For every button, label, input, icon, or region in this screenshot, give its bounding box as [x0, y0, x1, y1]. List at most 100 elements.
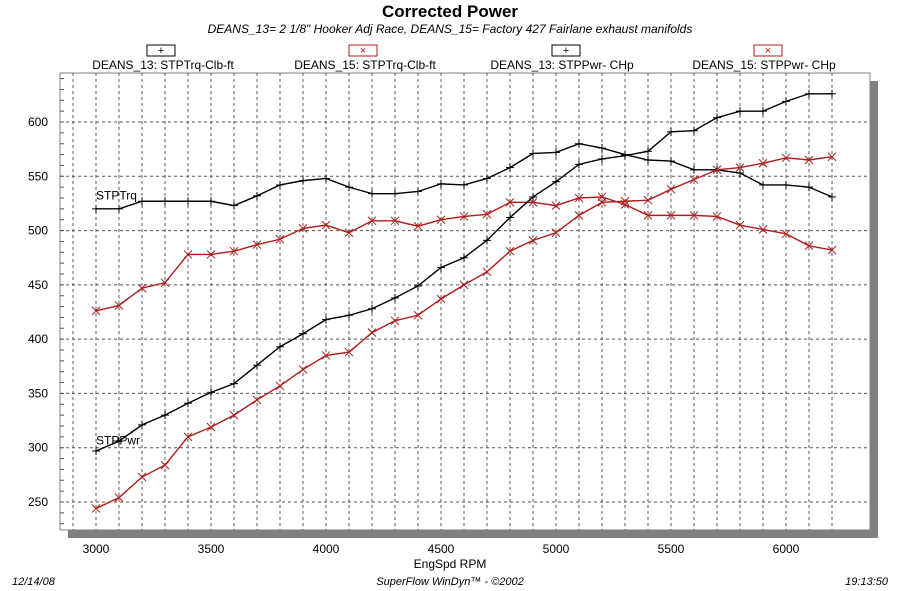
data-point — [275, 381, 285, 391]
data-point — [643, 211, 653, 220]
chart-subtitle: DEANS_13= 2 1/8" Hooker Adj Race, DEANS_… — [208, 22, 693, 36]
legend-label: DEANS_15: STPPwr- CHp — [692, 58, 836, 72]
legend-swatch-x — [348, 44, 378, 57]
data-point — [574, 193, 584, 203]
data-point — [713, 113, 721, 122]
data-point — [759, 180, 767, 189]
data-point — [551, 201, 561, 210]
data-point — [207, 197, 215, 206]
data-point — [598, 154, 606, 163]
data-point — [667, 127, 675, 136]
data-point — [115, 437, 123, 446]
data-point — [413, 310, 423, 320]
data-point — [276, 180, 284, 189]
legend: + DEANS_13: STPTrq-Clb-ft × DEANS_15: ST… — [92, 44, 836, 72]
data-point — [436, 294, 446, 304]
data-point — [735, 220, 745, 230]
data-point — [736, 107, 744, 116]
data-point — [137, 283, 147, 293]
data-point — [552, 148, 560, 157]
y-axis: 250 300 350 400 450 500 550 600 — [28, 115, 48, 509]
data-point — [368, 304, 376, 313]
data-point — [322, 174, 330, 183]
data-point — [183, 432, 193, 442]
data-point — [666, 184, 676, 194]
data-point — [805, 89, 813, 98]
data-point — [161, 411, 169, 420]
data-point — [92, 446, 100, 455]
data-point — [414, 281, 422, 290]
data-point — [321, 351, 331, 360]
footer-software: SuperFlow WinDyn™ - ©2002 — [376, 576, 523, 588]
data-point — [207, 388, 215, 397]
data-point — [598, 144, 606, 153]
data-point — [367, 216, 377, 226]
grid — [60, 73, 870, 530]
data-point — [184, 399, 192, 408]
data-point — [621, 151, 629, 160]
data-point — [529, 149, 537, 158]
data-point — [689, 211, 699, 220]
x-tick-label: 4000 — [313, 542, 340, 556]
data-point — [344, 228, 354, 238]
data-point — [575, 139, 583, 148]
data-point — [229, 246, 239, 256]
x-tick-label: 5000 — [543, 542, 570, 556]
data-point — [828, 89, 836, 98]
data-point — [483, 174, 491, 183]
data-point — [620, 196, 630, 206]
data-point — [390, 216, 400, 226]
x-axis: 3000 3500 4000 4500 5000 5500 6000 — [83, 542, 800, 556]
data-point — [643, 195, 653, 205]
data-point — [92, 204, 100, 213]
legend-swatch-x — [753, 44, 783, 57]
plus-marker-icon: + — [158, 45, 164, 57]
data-point — [528, 235, 538, 245]
data-point — [735, 163, 745, 172]
data-point — [459, 280, 469, 290]
data-point — [252, 395, 262, 405]
annotations: STPTrq STPPwr — [96, 188, 140, 447]
legend-label: DEANS_15: STPTrq-Clb-ft — [294, 58, 436, 72]
data-point — [345, 311, 353, 320]
data-point — [161, 197, 169, 206]
data-point — [529, 192, 537, 201]
y-tick-label: 600 — [28, 115, 48, 129]
data-point — [644, 147, 652, 156]
plus-marker-icon: + — [563, 45, 569, 57]
data-point — [345, 183, 353, 192]
data-point — [390, 316, 400, 326]
data-point — [91, 306, 101, 316]
data-point — [736, 169, 744, 178]
data-point — [575, 160, 583, 169]
data-point — [252, 240, 262, 250]
data-point — [483, 236, 491, 245]
data-point — [781, 153, 791, 163]
data-point — [275, 234, 285, 244]
data-point — [367, 328, 377, 337]
data-point — [160, 278, 170, 288]
y-tick-label: 350 — [28, 386, 48, 400]
y-tick-label: 400 — [28, 332, 48, 346]
y-tick-label: 300 — [28, 441, 48, 455]
y-tick-label: 450 — [28, 278, 48, 292]
data-point — [689, 175, 699, 184]
data-point — [391, 189, 399, 198]
legend-swatch-plus — [146, 44, 176, 57]
footer-date: 12/14/08 — [12, 576, 56, 588]
data-point — [804, 241, 814, 251]
data-point — [597, 197, 607, 207]
data-point — [758, 225, 768, 234]
legend-item-deans13-torque: + DEANS_13: STPTrq-Clb-ft — [92, 44, 234, 72]
x-tick-label: 4500 — [428, 542, 455, 556]
data-point — [299, 329, 307, 338]
data-point — [229, 410, 239, 420]
x-tick-label: 5500 — [658, 542, 685, 556]
data-point — [413, 221, 423, 231]
data-point — [758, 158, 768, 168]
data-point — [137, 472, 147, 482]
y-tick-label: 550 — [28, 169, 48, 183]
y-tick-label: 250 — [28, 495, 48, 509]
data-point — [230, 379, 238, 388]
